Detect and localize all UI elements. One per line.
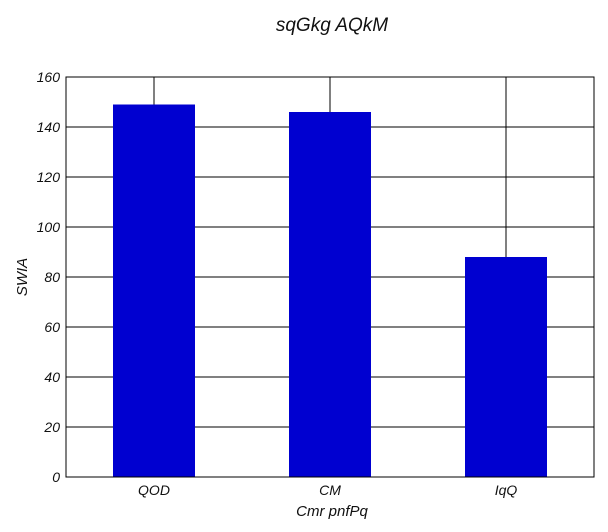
- x-axis-label: Cmr pnfPq: [296, 503, 368, 520]
- bar-series: [113, 104, 547, 477]
- y-tick-label: 120: [37, 169, 61, 185]
- x-tick-label: QOD: [138, 482, 170, 498]
- y-tick-label: 60: [44, 319, 60, 335]
- y-axis-ticks: 0 20 40 60 80 100 120 140 160: [37, 69, 61, 485]
- y-tick-label: 140: [37, 119, 61, 135]
- x-tick-label: IqQ: [495, 482, 518, 498]
- x-axis-ticks: QOD CM IqQ: [138, 482, 517, 498]
- bar-iqq: [465, 257, 547, 477]
- bar-cm: [289, 112, 371, 477]
- plot-area-frame: [65, 76, 595, 478]
- y-tick-label: 160: [37, 69, 61, 85]
- y-tick-label: 20: [43, 419, 60, 435]
- y-tick-label: 0: [52, 469, 60, 485]
- y-tick-label: 40: [44, 369, 60, 385]
- x-tick-label: CM: [319, 482, 341, 498]
- chart-title: sqGkg AQkM: [276, 15, 388, 36]
- bar-qod: [113, 104, 195, 477]
- y-axis-label: SWIA: [14, 258, 31, 296]
- y-tick-label: 80: [44, 269, 60, 285]
- y-tick-label: 100: [37, 219, 61, 235]
